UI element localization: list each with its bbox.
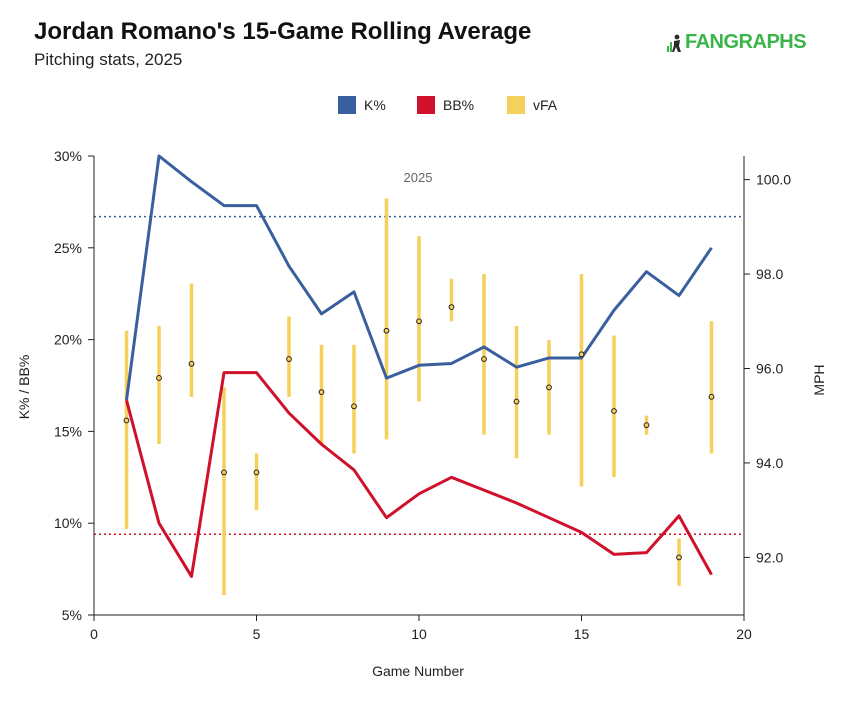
vfa-point	[708, 393, 715, 400]
chart-subtitle: Pitching stats, 2025	[34, 50, 183, 69]
y-right-tick-label: 92.0	[756, 549, 783, 565]
vfa-point	[188, 360, 195, 367]
k-pct-line	[125, 154, 713, 401]
y-left-tick-label: 30%	[54, 148, 82, 164]
x-tick-label: 15	[574, 626, 590, 642]
season-label: 2025	[404, 170, 433, 185]
legend-label-bb-pct: BB%	[443, 97, 474, 113]
y-axis-right-title: MPH	[811, 364, 827, 395]
vfa-point	[123, 417, 130, 424]
y-left-tick-label: 20%	[54, 332, 82, 348]
vfa-point	[351, 403, 357, 410]
legend-swatch-k-pct	[338, 96, 356, 114]
x-tick-label: 0	[90, 626, 98, 642]
vfa-point	[546, 384, 552, 391]
y-right-tick-label: 98.0	[756, 266, 783, 282]
x-tick-label: 10	[411, 626, 427, 642]
y-right-tick-label: 94.0	[756, 455, 783, 471]
vfa-point	[416, 318, 422, 325]
y-left-tick-label: 25%	[54, 240, 82, 256]
vfa-point	[676, 554, 682, 561]
vfa-point	[156, 375, 162, 381]
legend-item-vfa[interactable]: vFA	[507, 96, 558, 114]
legend-item-k-pct[interactable]: K%	[338, 96, 386, 114]
vfa-point	[221, 469, 227, 476]
vfa-point	[253, 469, 260, 476]
legend-label-vfa: vFA	[533, 97, 558, 113]
legend: K% BB% vFA	[338, 96, 558, 114]
vfa-point	[383, 327, 390, 334]
fangraphs-logo-icon	[667, 34, 681, 52]
k-pct-series	[125, 154, 713, 401]
x-tick-label: 20	[736, 626, 752, 642]
bb-pct-series	[123, 304, 715, 578]
vfa-point	[481, 356, 487, 362]
vfa-point	[448, 304, 455, 311]
vfa-point	[643, 422, 650, 429]
fangraphs-logo[interactable]: FANGRAPHS	[667, 31, 807, 54]
y-right-tick-label: 96.0	[756, 361, 783, 377]
x-tick-label: 5	[253, 626, 261, 642]
vfa-point	[513, 398, 520, 405]
chart-title: Jordan Romano's 15-Game Rolling Average	[34, 18, 532, 45]
y-left-tick-label: 15%	[54, 423, 82, 439]
y-left-tick-label: 10%	[54, 515, 82, 531]
reference-lines	[94, 215, 744, 535]
logo-text: FANGRAPHS	[685, 31, 807, 53]
legend-item-bb-pct[interactable]: BB%	[417, 96, 474, 114]
vfa-series	[124, 198, 714, 596]
bb-pct-line	[125, 371, 713, 578]
axes: 0 5 10 15 20 5% 10% 15% 20% 25% 30% 92.0 94.0 96.0 98.…	[54, 148, 791, 642]
vfa-point	[578, 351, 585, 358]
vfa-point	[286, 356, 292, 362]
y-axis-left-title: K% / BB%	[16, 355, 32, 420]
y-left-tick-label: 5%	[62, 607, 82, 623]
vfa-point	[318, 389, 325, 396]
y-right-tick-label: 100.0	[756, 172, 791, 188]
legend-label-k-pct: K%	[364, 97, 386, 113]
legend-swatch-bb-pct	[417, 96, 435, 114]
vfa-point	[611, 408, 617, 414]
legend-swatch-vfa	[507, 96, 525, 114]
x-axis-title: Game Number	[372, 663, 464, 679]
